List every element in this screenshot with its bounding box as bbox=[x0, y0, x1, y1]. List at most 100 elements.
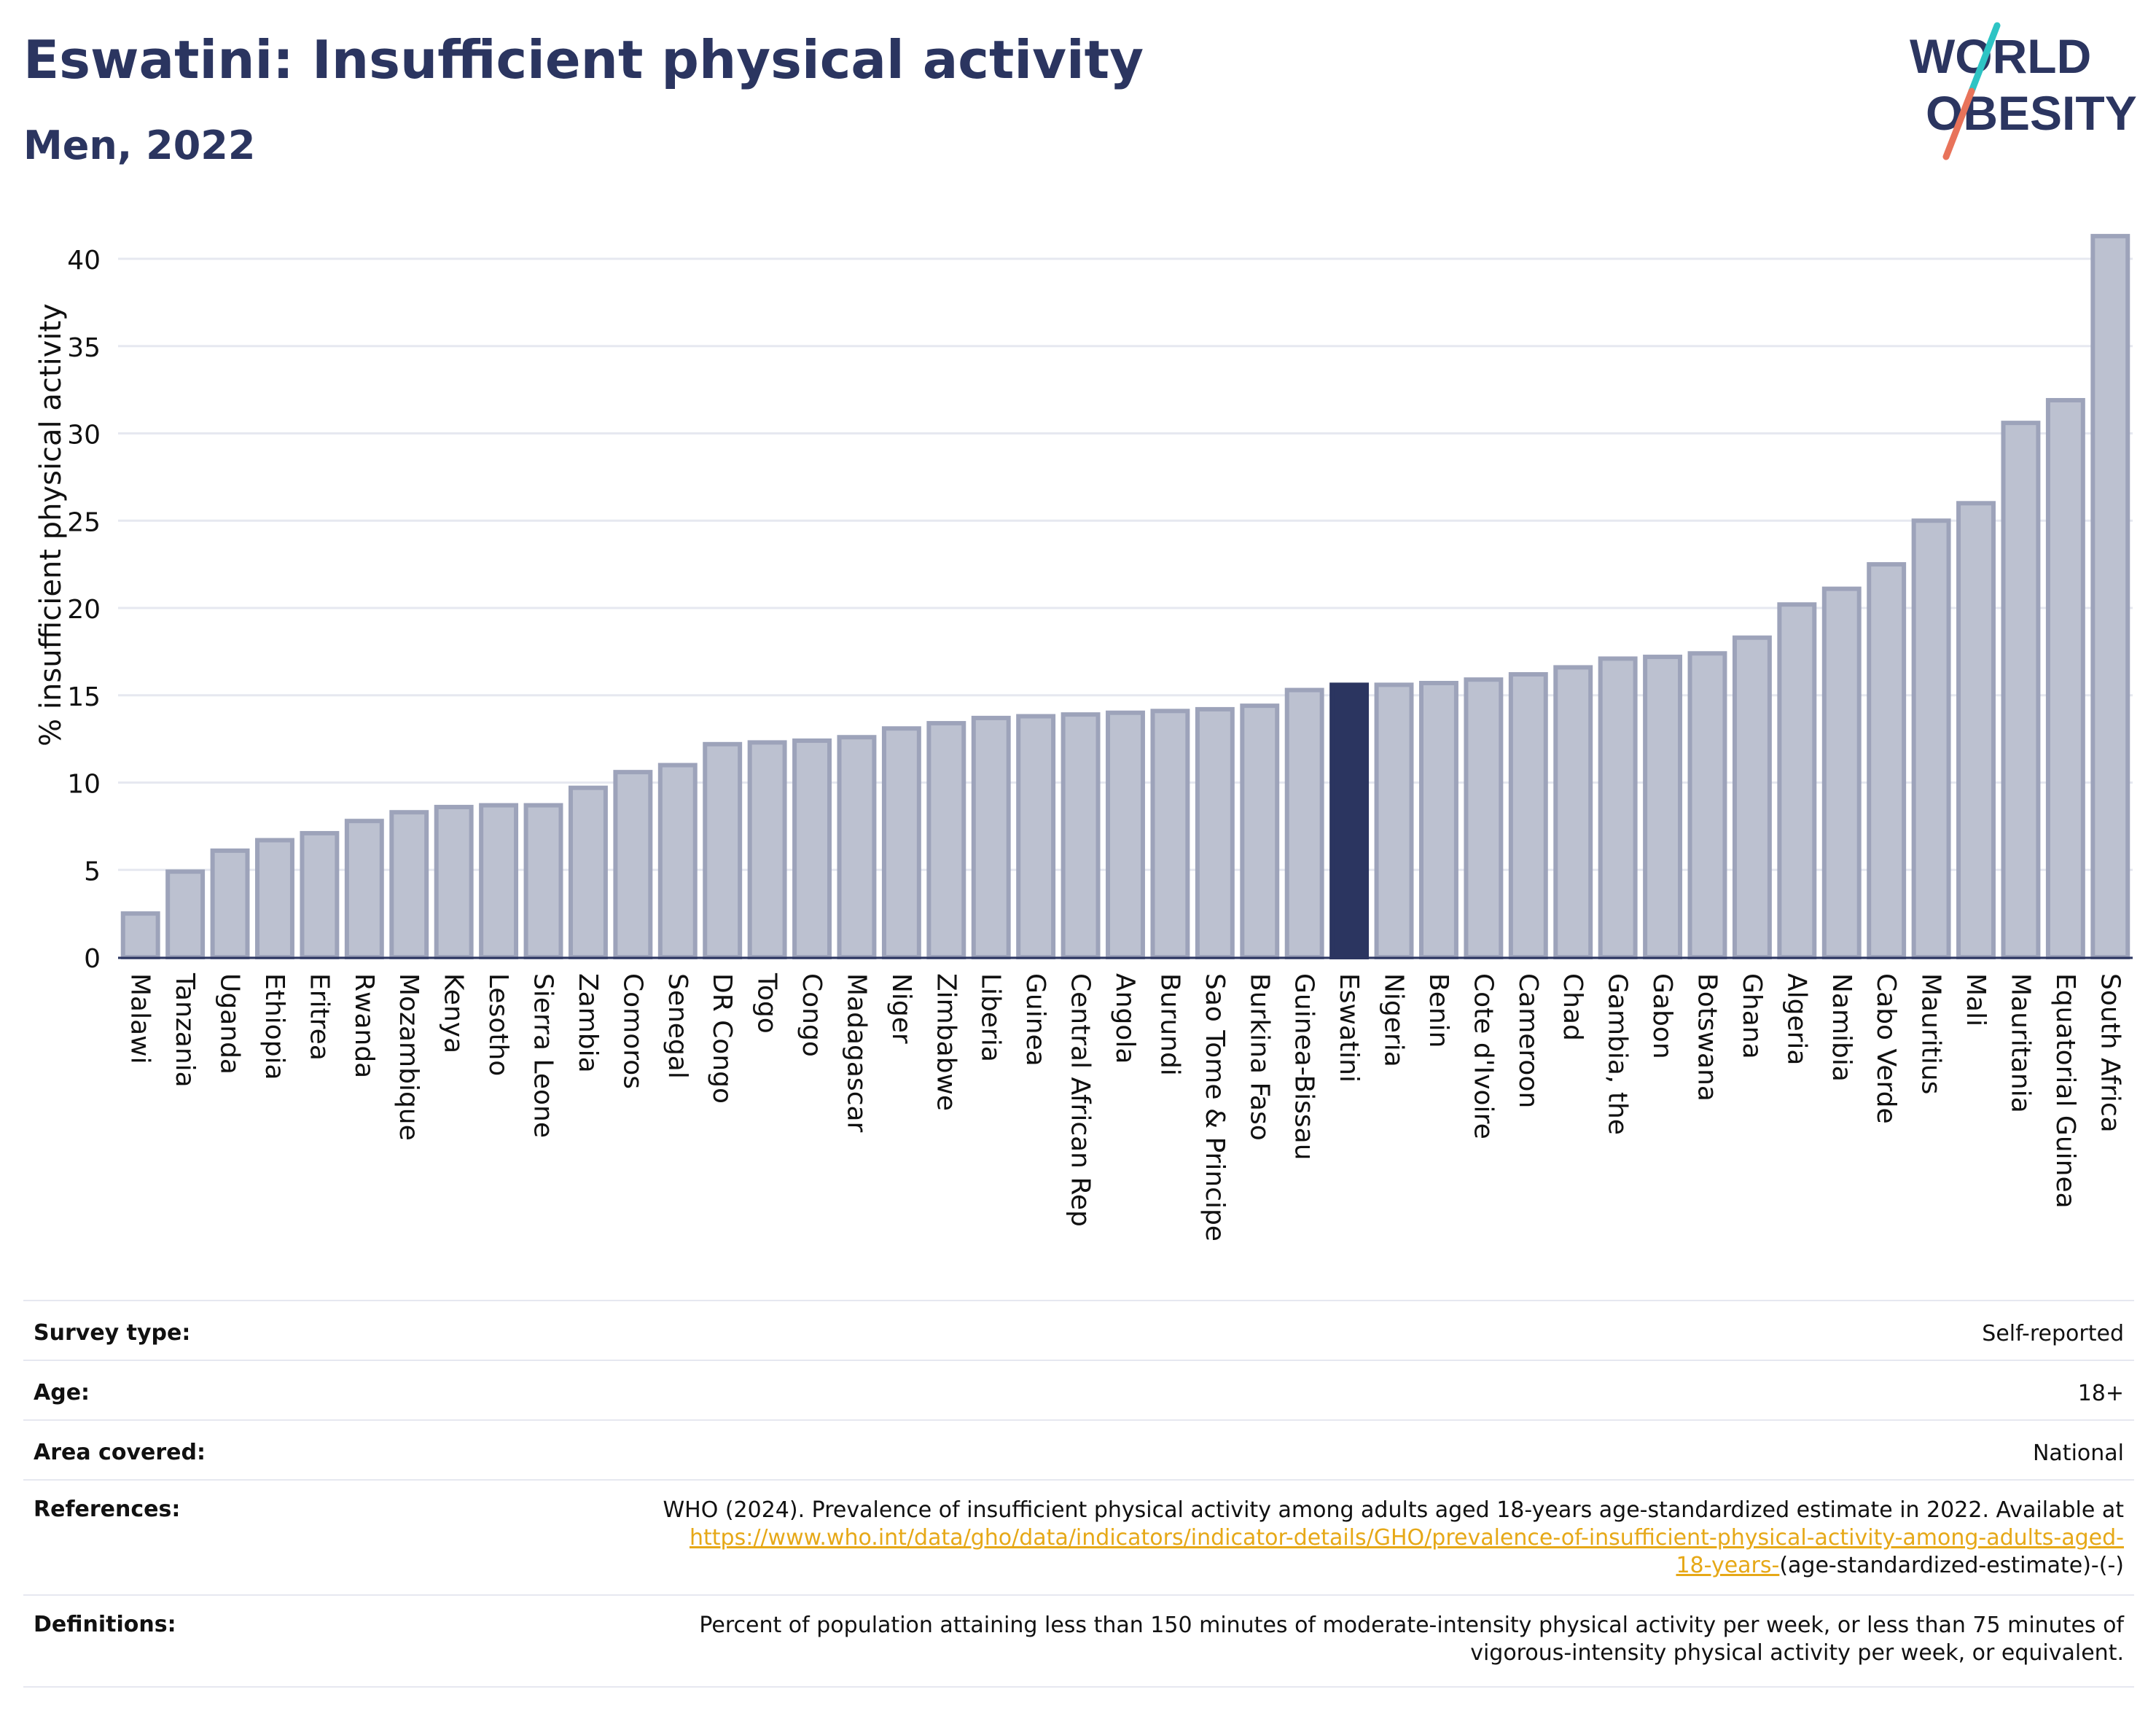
x-tick-label: Central African Rep bbox=[1066, 973, 1095, 1227]
x-tick-label: Burundi bbox=[1155, 973, 1184, 1076]
bar bbox=[792, 738, 832, 960]
bar bbox=[1374, 682, 1414, 959]
bar bbox=[747, 740, 787, 959]
bar bbox=[120, 911, 160, 959]
y-tick-label: 30 bbox=[67, 421, 101, 451]
bar bbox=[2001, 421, 2041, 959]
bar bbox=[165, 869, 206, 960]
definitions-value: Percent of population attaining less tha… bbox=[461, 1594, 2134, 1688]
bar bbox=[1508, 672, 1548, 959]
x-tick-label: Sierra Leone bbox=[528, 973, 558, 1138]
bar bbox=[1777, 602, 1817, 960]
age-row: Age: 18+ bbox=[23, 1360, 2134, 1420]
x-tick-label: Kenya bbox=[439, 973, 469, 1053]
bar bbox=[1419, 680, 1458, 959]
bar bbox=[568, 785, 608, 960]
bar bbox=[657, 763, 698, 960]
world-obesity-logo: WORLD OBESITY bbox=[1910, 22, 2137, 160]
age-label: Age: bbox=[23, 1360, 461, 1420]
y-tick-label: 35 bbox=[67, 333, 101, 363]
bar bbox=[1195, 706, 1235, 959]
bar bbox=[2045, 397, 2085, 959]
x-tick-label: Lesotho bbox=[483, 973, 513, 1076]
bar bbox=[389, 810, 429, 959]
x-tick-label: Mauritania bbox=[2005, 973, 2035, 1113]
definitions-label: Definitions: bbox=[23, 1594, 461, 1688]
references-link-cont[interactable]: 18-years- bbox=[1676, 1553, 1780, 1578]
x-tick-label: Tanzania bbox=[170, 972, 200, 1088]
x-tick-label: Niger bbox=[886, 973, 916, 1044]
x-tick-label: Angola bbox=[1110, 973, 1140, 1064]
bar bbox=[1284, 687, 1324, 959]
bar bbox=[523, 803, 563, 960]
bar bbox=[210, 848, 250, 960]
survey-type-value: Self-reported bbox=[461, 1300, 2134, 1360]
x-tick-label: Mozambique bbox=[394, 973, 423, 1141]
bar bbox=[971, 715, 1011, 959]
bar bbox=[881, 726, 921, 959]
y-tick-label: 20 bbox=[67, 595, 101, 625]
page-subtitle: Men, 2022 bbox=[23, 122, 256, 168]
x-tick-label: Uganda bbox=[215, 973, 245, 1075]
x-tick-label: Guinea bbox=[1020, 973, 1050, 1067]
x-tick-label: DR Congo bbox=[707, 973, 737, 1104]
x-tick-label: Cameroon bbox=[1513, 973, 1543, 1108]
references-link[interactable]: https://www.who.int/data/gho/data/indica… bbox=[690, 1525, 2124, 1551]
references-text-tail: (age-standardized-estimate)-(-) bbox=[1779, 1553, 2124, 1578]
x-tick-label: Togo bbox=[752, 972, 782, 1034]
bar bbox=[1240, 703, 1280, 959]
x-tick-label: Rwanda bbox=[349, 973, 379, 1078]
bar bbox=[1643, 655, 1683, 959]
x-tick-label: Malawi bbox=[125, 973, 155, 1064]
x-tick-label: Guinea-Bissau bbox=[1289, 973, 1319, 1161]
x-tick-label: Equatorial Guinea bbox=[2050, 973, 2080, 1209]
area-value: National bbox=[461, 1419, 2134, 1480]
x-tick-label: Gabon bbox=[1647, 973, 1677, 1059]
bar-chart: 0 5 10 15 20 25 30 35 40 Malawi Tanzania Uganda Ethi… bbox=[67, 233, 2133, 1241]
x-tick-label: Madagascar bbox=[841, 973, 871, 1133]
x-tick-label: Mali bbox=[1961, 973, 1991, 1026]
x-tick-label: South Africa bbox=[2095, 973, 2125, 1133]
bar bbox=[1061, 712, 1101, 959]
x-tick-label: Sao Tome & Principe bbox=[1200, 973, 1230, 1241]
bar bbox=[1687, 651, 1727, 960]
logo-line1: WORLD bbox=[1910, 29, 2091, 83]
bar bbox=[837, 735, 877, 959]
bar bbox=[300, 830, 340, 959]
bar bbox=[926, 721, 966, 959]
metadata-table: Survey type: Self-reported Age: 18+ Area… bbox=[23, 1300, 2134, 1688]
x-tick-label: Ghana bbox=[1737, 973, 1767, 1059]
x-tick-label: Senegal bbox=[663, 973, 692, 1079]
x-tick-label: Liberia bbox=[976, 973, 1006, 1062]
bar bbox=[1106, 710, 1145, 959]
page-title: Eswatini: Insufficient physical activity bbox=[23, 29, 1144, 90]
references-label: References: bbox=[23, 1479, 461, 1595]
x-tick-label: Eritrea bbox=[304, 973, 334, 1061]
x-tick-label: Zambia bbox=[573, 973, 603, 1073]
bar bbox=[1150, 709, 1190, 959]
x-tick-label: Ethiopia bbox=[259, 973, 289, 1080]
age-value: 18+ bbox=[461, 1360, 2134, 1420]
definitions-line2: vigorous-intensity physical activity per… bbox=[1470, 1640, 2124, 1666]
y-tick-label: 40 bbox=[67, 246, 101, 276]
x-tick-label: Mauritius bbox=[1916, 973, 1946, 1094]
x-tick-label: Eswatini bbox=[1334, 973, 1364, 1083]
bar bbox=[434, 805, 474, 960]
y-tick-label: 10 bbox=[67, 770, 101, 800]
bar bbox=[1821, 586, 1862, 960]
bar bbox=[1553, 665, 1593, 959]
bar bbox=[344, 819, 384, 959]
x-tick-label: Chad bbox=[1558, 973, 1587, 1041]
x-tick-label: Cote d'Ivoire bbox=[1468, 973, 1498, 1139]
definitions-line1: Percent of population attaining less tha… bbox=[699, 1613, 2124, 1638]
x-tick-label: Algeria bbox=[1781, 973, 1811, 1066]
y-tick-label: 15 bbox=[67, 682, 101, 712]
x-tick-label: Congo bbox=[797, 973, 827, 1057]
x-tick-label: Comoros bbox=[617, 973, 647, 1089]
definitions-row: Definitions: Percent of population attai… bbox=[23, 1594, 2134, 1688]
bar bbox=[1956, 501, 1996, 959]
bar bbox=[613, 770, 653, 959]
bar bbox=[479, 803, 519, 960]
bar bbox=[1016, 714, 1056, 959]
bar bbox=[703, 741, 743, 959]
